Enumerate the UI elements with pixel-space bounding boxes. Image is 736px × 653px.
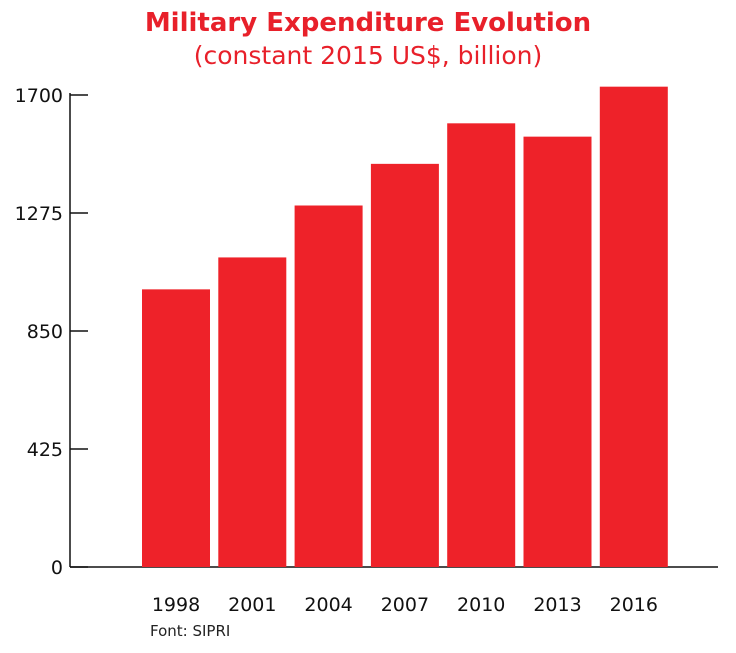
- x-tick-label-2001: 2001: [228, 594, 276, 616]
- y-tick-label: 0: [51, 557, 63, 579]
- bar-2007: [370, 163, 439, 567]
- bar-2004: [294, 205, 363, 567]
- y-tick-label: 1700: [15, 85, 63, 107]
- bar-2010: [447, 123, 516, 567]
- y-axis: 0 425 850 1275 1700: [15, 85, 88, 579]
- x-tick-label-2013: 2013: [533, 594, 581, 616]
- y-tick-label: 850: [27, 321, 63, 343]
- x-tick-label-2010: 2010: [457, 594, 505, 616]
- chart-subtitle: (constant 2015 US$, billion): [193, 41, 543, 70]
- x-tick-label-2016: 2016: [610, 594, 658, 616]
- y-tick-label: 425: [27, 439, 63, 461]
- bar-2016: [599, 86, 668, 567]
- source-note: Font: SIPRI: [150, 622, 231, 640]
- bars: [142, 86, 668, 567]
- x-tick-label-2004: 2004: [304, 594, 352, 616]
- x-axis: 1998 2001 2004 2007 2010 2013 2016: [70, 566, 718, 616]
- bar-2013: [523, 136, 592, 567]
- x-tick-label-2007: 2007: [381, 594, 429, 616]
- bar-1998: [142, 289, 210, 567]
- bar-2001: [218, 257, 287, 567]
- x-tick-label-1998: 1998: [152, 594, 200, 616]
- chart-title: Military Expenditure Evolution: [144, 8, 592, 38]
- y-tick-label: 1275: [15, 203, 63, 225]
